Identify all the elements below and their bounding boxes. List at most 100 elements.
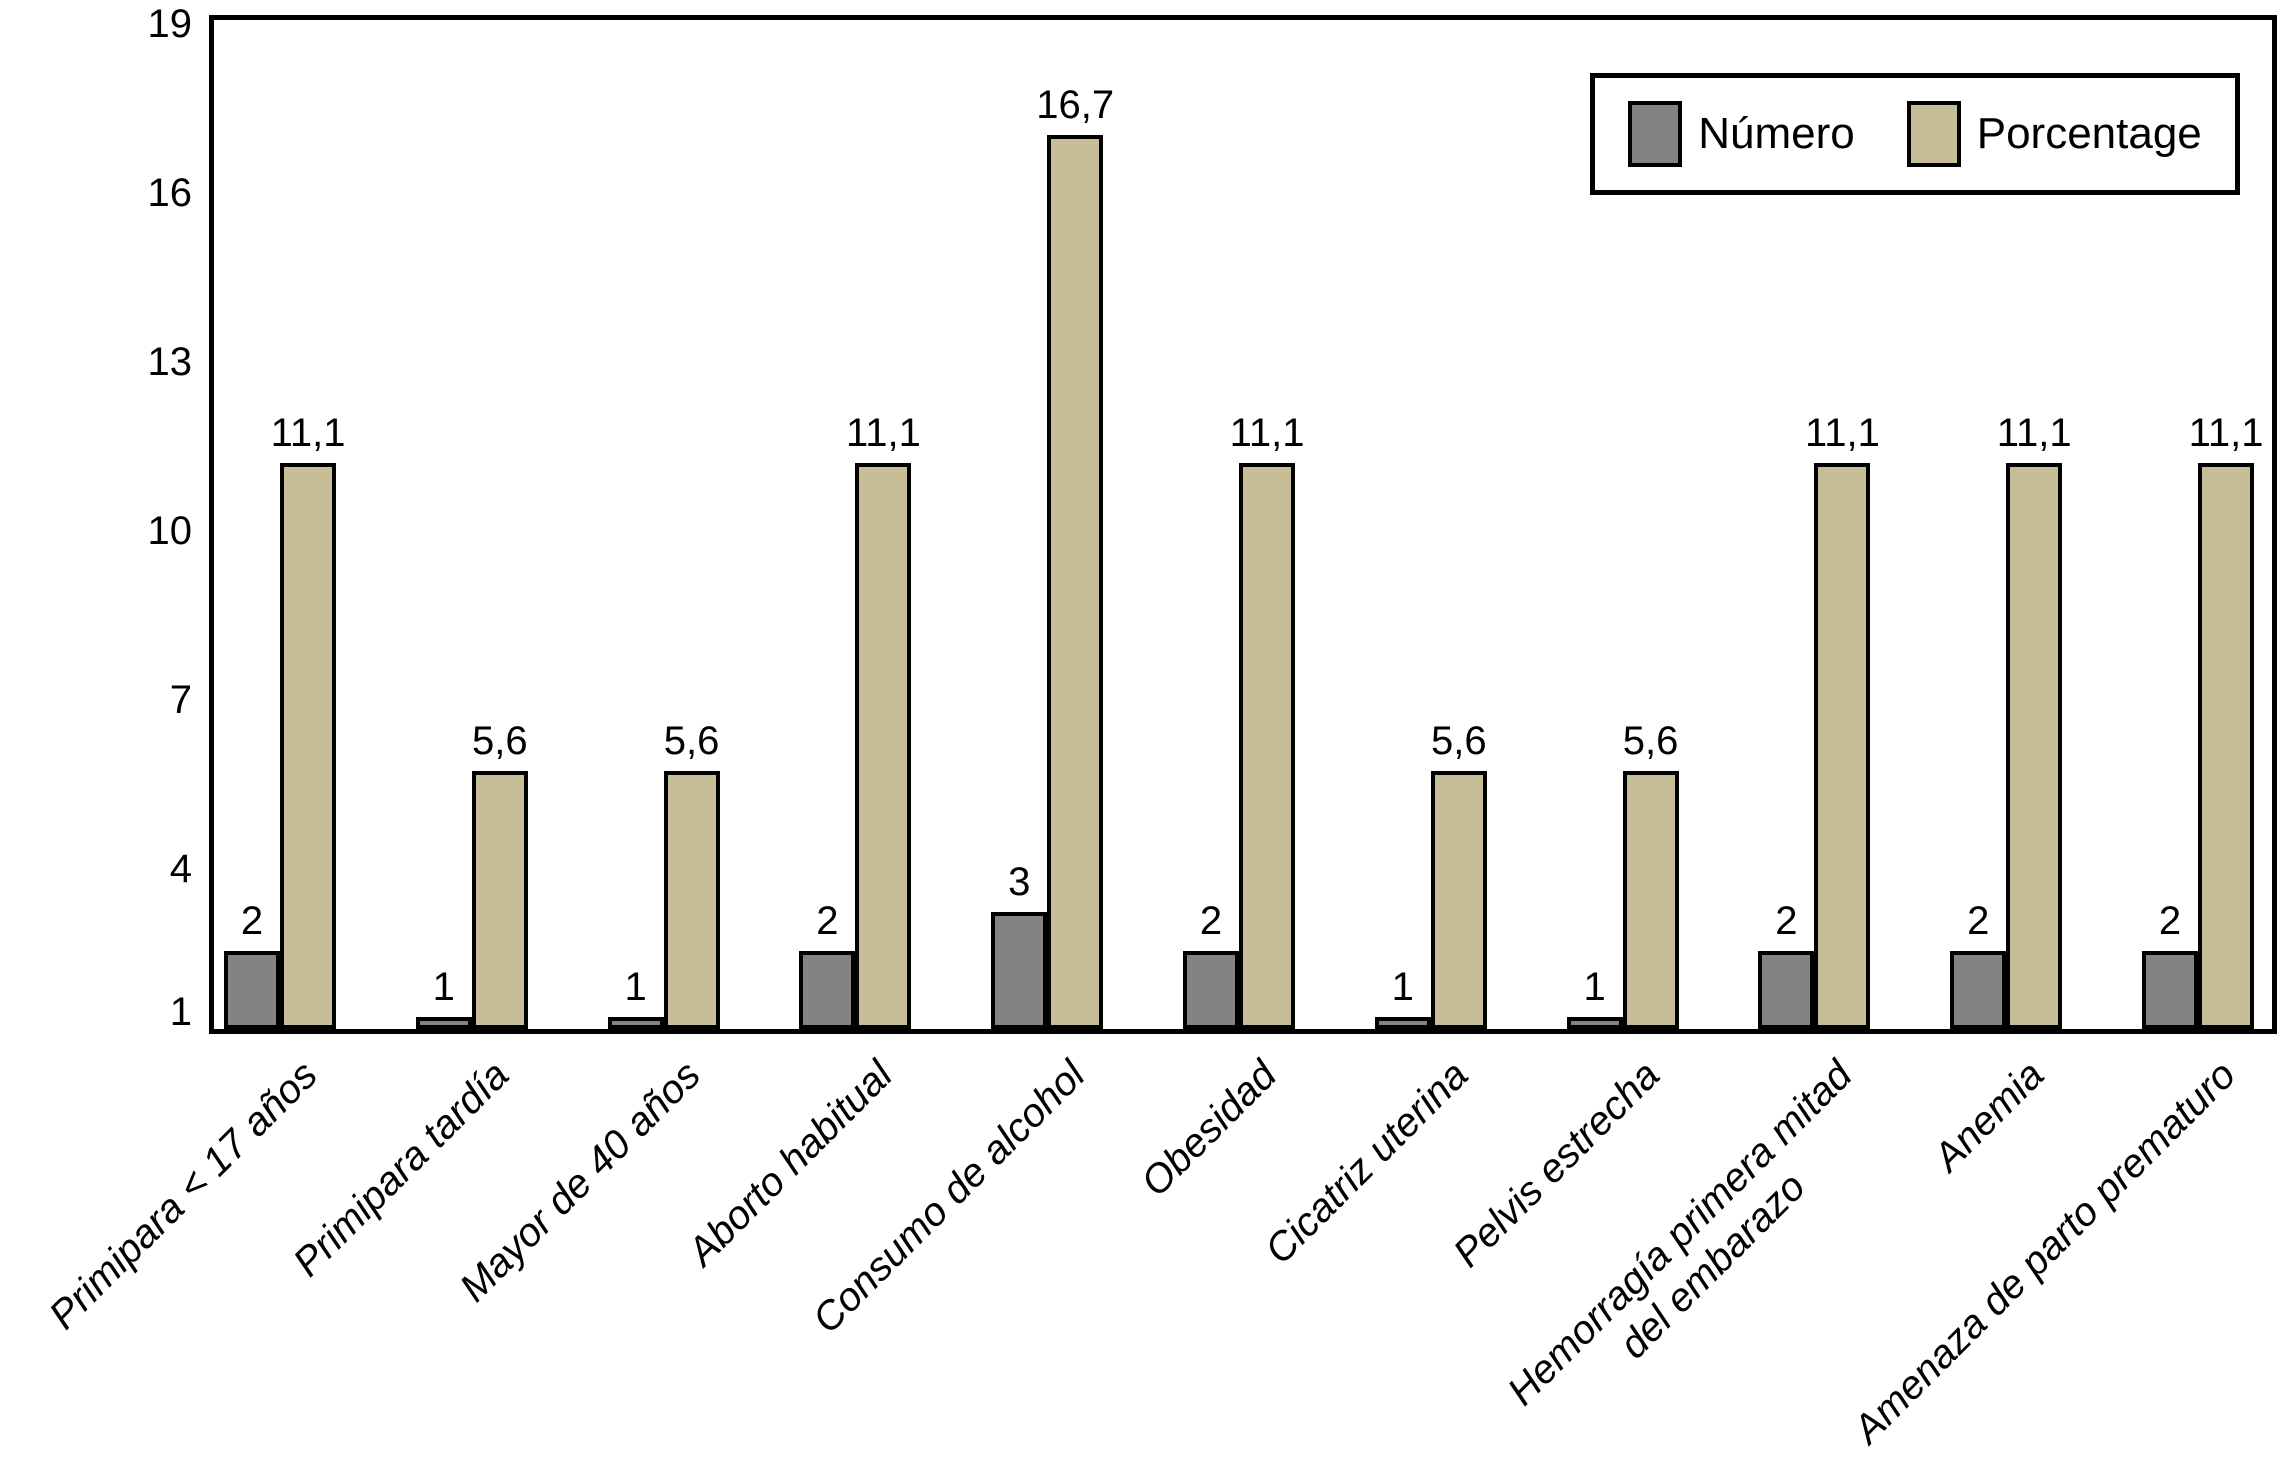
bar-value-label: 1	[432, 965, 455, 1009]
y-tick-label-16: 16	[147, 171, 193, 216]
numero-bar-group: 1	[415, 965, 472, 1029]
porcentage-bar	[855, 463, 912, 1029]
bar-cluster: 3 16,7	[991, 84, 1114, 1029]
numero-bar	[607, 1017, 664, 1029]
porcentage-bar	[280, 463, 336, 1029]
porcentage-bar-group: 11,1	[1805, 412, 1880, 1029]
category-axis-label: Aborto habitual	[679, 1052, 902, 1275]
y-tick-label-1: 1	[169, 990, 192, 1034]
bar-value-label: 2	[1775, 899, 1798, 943]
y-tick-label-7: 7	[169, 678, 192, 722]
porcentage-bar-group: 11,1	[1997, 412, 2072, 1029]
porcentage-bar-group: 11,1	[846, 412, 921, 1029]
numero-bar-group: 2	[224, 900, 280, 1029]
bar-cluster: 2 11,1	[2142, 412, 2263, 1029]
numero-bar	[2142, 951, 2198, 1029]
category-axis-label: Pelvis estrecha	[1445, 1052, 1669, 1276]
bar-cluster: 2 11,1	[224, 412, 345, 1029]
numero-bar-group: 2	[1183, 900, 1239, 1029]
bar-value-label: 2	[2158, 899, 2182, 943]
porcentage-bar-group: 11,1	[1230, 412, 1304, 1029]
porcentage-bar-group: 5,6	[663, 719, 720, 1029]
porcentage-bar	[1430, 771, 1487, 1029]
porcentage-bar	[1622, 771, 1679, 1029]
y-tick-label-10: 10	[147, 509, 193, 554]
numero-bar	[224, 951, 280, 1029]
numero-bar	[799, 951, 856, 1029]
bar-value-label: 2	[240, 899, 264, 943]
numero-bar-group: 1	[607, 965, 664, 1029]
bar-value-label: 3	[1008, 860, 1031, 904]
category-axis-label: Primipara < 17 años	[40, 1052, 326, 1338]
bar-value-label: 11,1	[845, 411, 921, 455]
porcentage-bar-group: 5,6	[471, 719, 528, 1029]
bar-cluster: 2 11,1	[1183, 412, 1304, 1029]
bar-value-label: 11,1	[1229, 411, 1305, 455]
porcentage-bar	[2198, 463, 2254, 1029]
legend: Número Porcentage	[1590, 73, 2240, 195]
bar-value-label: 5,6	[663, 719, 720, 763]
porcentage-bar	[1814, 463, 1871, 1029]
bar-cluster: 1 5,6	[1374, 719, 1487, 1029]
porcentage-legend-swatch	[1906, 101, 1961, 167]
category-axis-label: Cicatriz uterina	[1256, 1052, 1477, 1273]
bar-value-label: 16,7	[1036, 83, 1115, 127]
numero-legend-label: Número	[1698, 109, 1855, 158]
numero-legend-swatch	[1628, 101, 1683, 167]
numero-bar	[1758, 951, 1815, 1029]
numero-bar	[1950, 951, 2007, 1029]
category-axis-label: Amenaza de parto prematuro	[1844, 1052, 2244, 1452]
porcentage-bar	[2006, 463, 2063, 1029]
porcentage-bar-group: 16,7	[1036, 84, 1114, 1029]
bar-value-label: 5,6	[471, 719, 528, 763]
y-tick-label-19: 19	[147, 2, 193, 47]
bar-value-label: 11,1	[1804, 411, 1880, 455]
numero-bar-group: 2	[1950, 899, 2007, 1029]
bar-value-label: 11,1	[270, 411, 346, 455]
porcentage-bar	[1239, 463, 1295, 1029]
bar-cluster: 1 5,6	[607, 719, 720, 1029]
numero-bar	[1566, 1017, 1623, 1029]
numero-bar	[1374, 1017, 1431, 1029]
porcentage-bar	[471, 771, 528, 1029]
bar-cluster: 2 11,1	[1758, 412, 1880, 1029]
numero-bar	[991, 912, 1048, 1029]
numero-bar-group: 3	[991, 860, 1048, 1029]
numero-bar-group: 1	[1374, 965, 1431, 1029]
bar-cluster: 1 5,6	[1566, 719, 1679, 1029]
bar-value-label: 2	[1967, 899, 1990, 943]
porcentage-bar	[1047, 135, 1104, 1029]
category-axis-label: Obesidad	[1132, 1052, 1285, 1205]
numero-bar-group: 2	[2142, 900, 2198, 1029]
bar-value-label: 5,6	[1622, 719, 1679, 763]
bar-value-label: 1	[1583, 965, 1606, 1009]
bar-cluster: 1 5,6	[415, 719, 528, 1029]
porcentage-bar-group: 5,6	[1430, 719, 1487, 1029]
bar-cluster: 2 11,1	[1950, 412, 2072, 1029]
numero-bar	[415, 1017, 472, 1029]
bar-value-label: 11,1	[1996, 411, 2072, 455]
category-axis-label: Hemorragía primera mitad del embarazo	[1499, 1052, 1861, 1414]
bar-value-label: 1	[1391, 965, 1414, 1009]
porcentage-legend-label: Porcentage	[1976, 109, 2202, 158]
numero-bar-group: 2	[799, 899, 856, 1029]
legend-item-numero: Número	[1628, 101, 1855, 167]
bar-value-label: 1	[624, 965, 647, 1009]
bar-value-label: 5,6	[1430, 719, 1487, 763]
bar-value-label: 11,1	[2188, 411, 2264, 455]
numero-bar-group: 1	[1566, 965, 1623, 1029]
category-axis-label: Anemia	[1925, 1052, 2053, 1180]
numero-bar-group: 2	[1758, 899, 1815, 1029]
y-tick-label-4: 4	[169, 847, 192, 891]
porcentage-bar-group: 5,6	[1622, 719, 1679, 1029]
porcentage-bar-group: 11,1	[271, 412, 345, 1029]
bar-value-label: 2	[1199, 899, 1223, 943]
porcentage-bar	[663, 771, 720, 1029]
y-tick-label-13: 13	[147, 340, 193, 385]
bar-value-label: 2	[816, 899, 839, 943]
legend-item-porcentage: Porcentage	[1906, 101, 2202, 167]
porcentage-bar-group: 11,1	[2189, 412, 2263, 1029]
numero-bar	[1183, 951, 1239, 1029]
bar-cluster: 2 11,1	[799, 412, 921, 1029]
